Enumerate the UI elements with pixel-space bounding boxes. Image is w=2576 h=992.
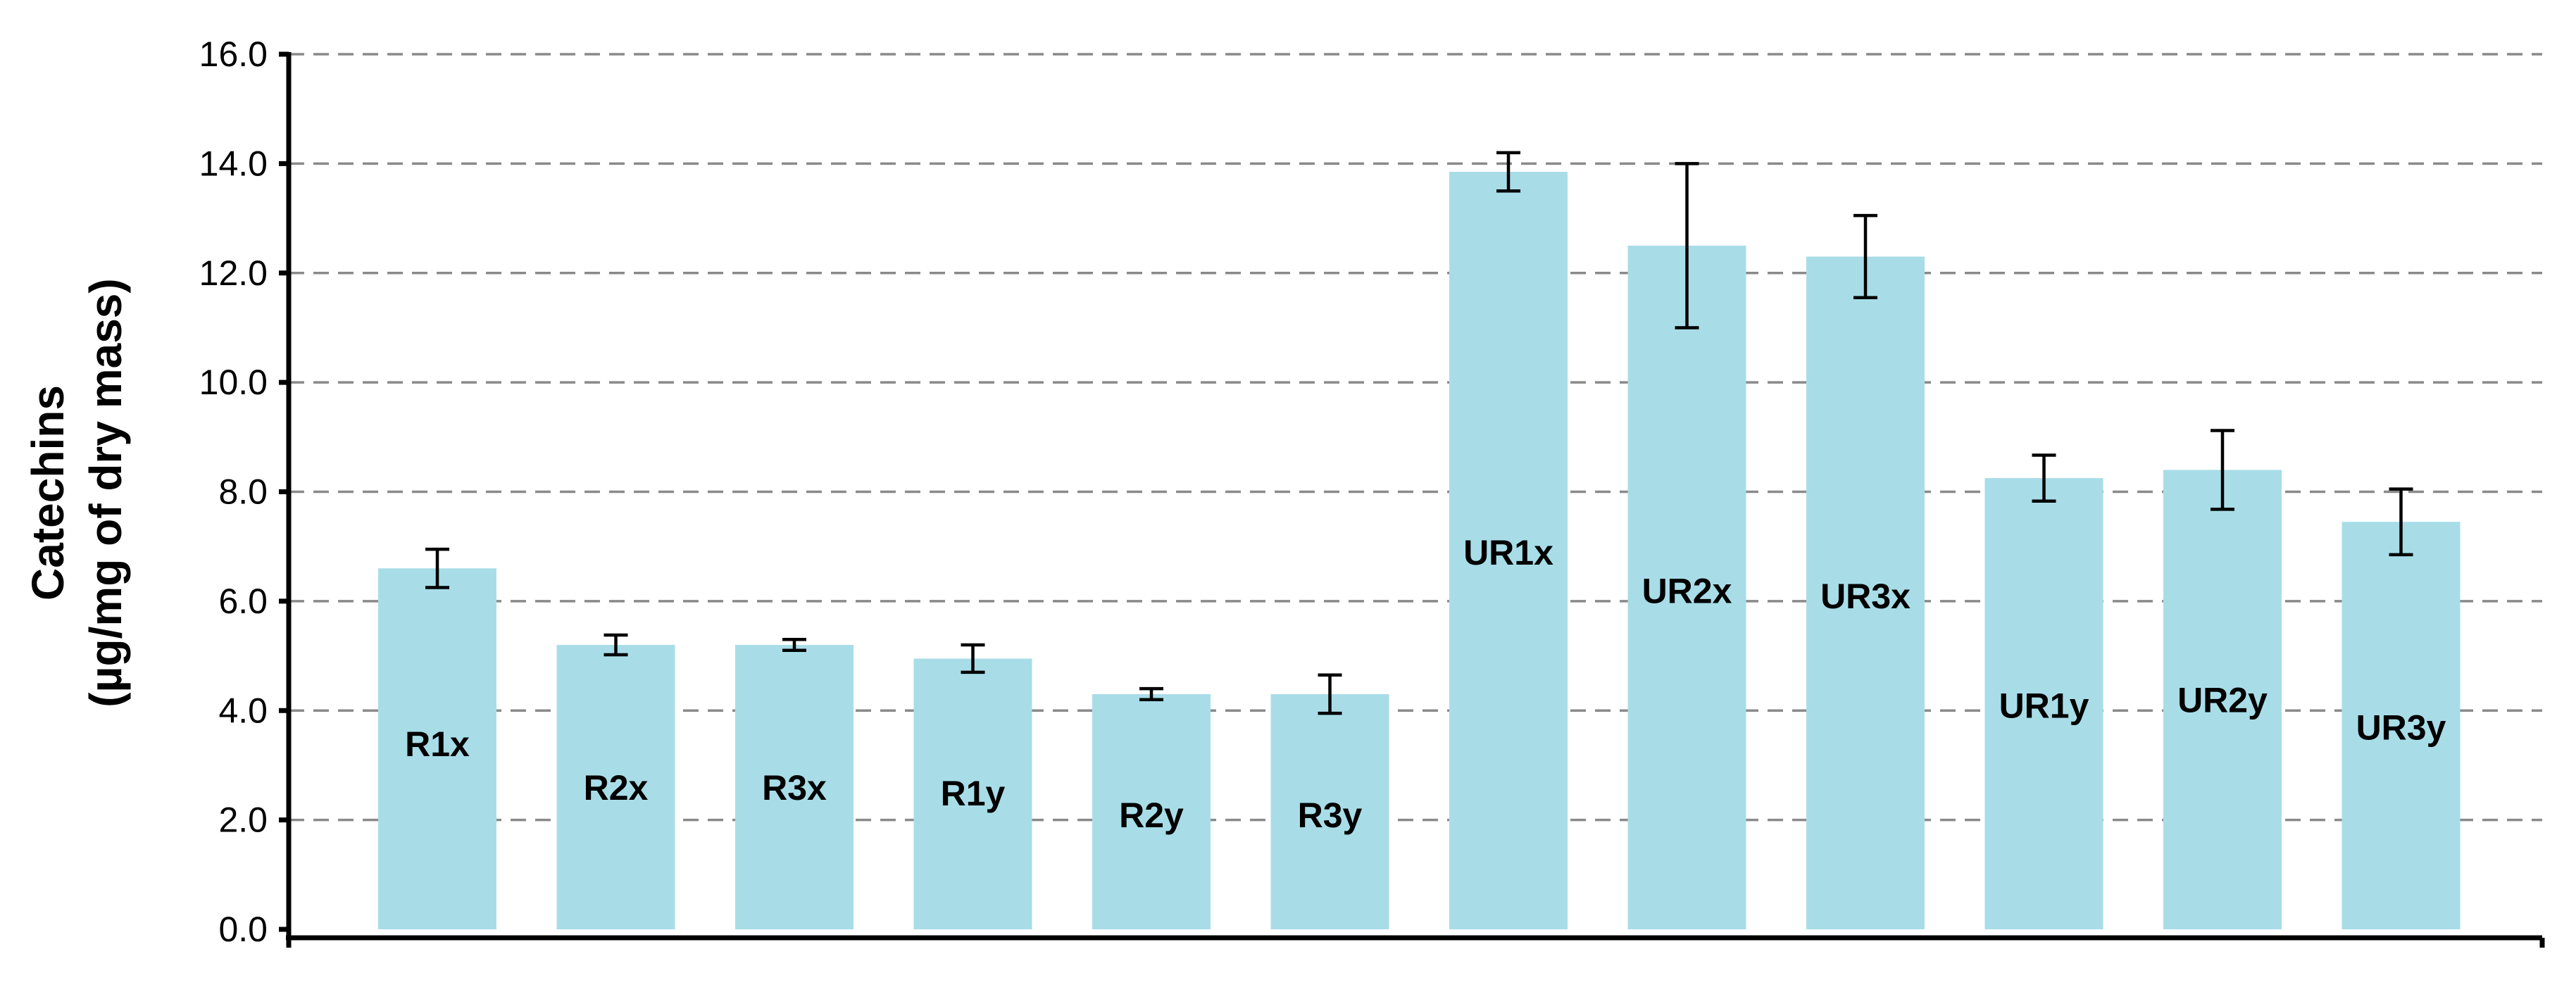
bar-label-R1x: R1x [405, 724, 470, 764]
bar-UR2x [1627, 245, 1746, 929]
bar-UR1x [1449, 172, 1568, 930]
bar-label-R2x: R2x [584, 768, 649, 808]
y-axis-title-line-1: Catechins [23, 385, 73, 601]
y-tick-label: 4.0 [218, 691, 268, 730]
bar-label-UR3x: UR3x [1820, 577, 1911, 616]
bar-label-R3y: R3y [1298, 796, 1363, 835]
y-tick-label: 14.0 [199, 144, 268, 183]
bar-UR1y [1984, 478, 2103, 929]
bar-label-UR1x: UR1x [1463, 533, 1553, 572]
bar-R2x [556, 645, 675, 929]
y-tick-label: 6.0 [218, 582, 268, 621]
bar-label-R3x: R3x [762, 768, 827, 808]
bar-R3x [735, 645, 854, 929]
bar-label-UR3y: UR3y [2356, 708, 2446, 748]
y-tick-label: 10.0 [199, 363, 268, 402]
y-tick-label: 16.0 [199, 34, 268, 74]
y-tick-label: 0.0 [218, 910, 268, 949]
bar-R1x [378, 568, 496, 929]
bars [378, 172, 2461, 930]
error-bars [425, 151, 2413, 715]
y-axis-title-line-2: (µg/mg of dry mass) [80, 278, 131, 707]
y-tick-label: 2.0 [218, 800, 268, 840]
bar-label-R2y: R2y [1119, 796, 1184, 835]
bar-UR2y [2163, 470, 2282, 929]
bar-label-UR2x: UR2x [1642, 571, 1732, 610]
bar-R3y [1270, 693, 1389, 929]
y-tick-label: 8.0 [218, 472, 268, 512]
bar-labels: R1x R2x R3x R1y R2y R3y UR1x UR2x UR3x UR1y UR2y UR… [405, 533, 2446, 835]
y-axis-title: Catechins (µg/mg of dry mass) [23, 278, 131, 707]
y-tick-labels: 0.0 2.0 4.0 6.0 8.0 10.0 12.0 14.0 16.0 [199, 34, 268, 949]
bar-label-UR2y: UR2y [2177, 681, 2268, 720]
bar-label-R1y: R1y [941, 774, 1006, 813]
bar-R2y [1092, 693, 1211, 929]
bar-R1y [913, 658, 1032, 929]
axes [279, 51, 2545, 948]
y-tick-label: 12.0 [199, 253, 268, 293]
bar-label-UR1y: UR1y [1999, 686, 2089, 725]
bar-UR3x [1806, 256, 1925, 930]
bar-UR3y [2341, 522, 2461, 929]
